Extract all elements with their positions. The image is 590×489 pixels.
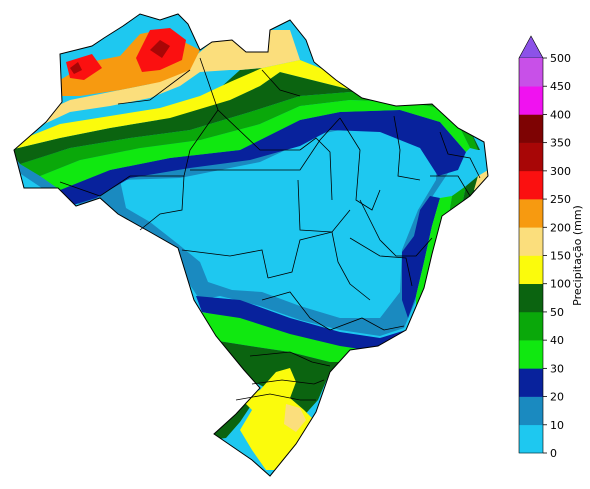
colorbar-bin-350-400 — [519, 114, 543, 143]
colorbar-title: Precipitação (mm) — [571, 205, 584, 306]
state-border-pa-ap — [261, 69, 301, 97]
colorbar-tick-label: 350 — [550, 137, 571, 150]
state-border-ba — [359, 199, 433, 257]
precip-zone-300-350-b — [70, 62, 82, 74]
state-border-ma-pi — [339, 117, 381, 211]
state-border-mt-ms — [181, 249, 269, 279]
state-border-am-ro — [130, 109, 219, 177]
state-border-mt-pa — [190, 117, 341, 171]
colorbar-bin-450-500 — [519, 58, 543, 87]
precip-zone-300-350 — [150, 40, 170, 58]
colorbar-bin-0-10 — [519, 424, 543, 454]
colorbar-tick-label: 150 — [550, 250, 571, 263]
colorbar-tick-label: 20 — [550, 391, 564, 404]
colorbar-tick-label: 100 — [550, 278, 571, 291]
precip-zone-20-30 — [60, 110, 466, 206]
precipitation-colorbar: 0 10 20 30 40 50 100 150 200 250 300 350 400 450 500 Pr… — [518, 35, 584, 460]
state-border-pi-ce — [393, 115, 421, 181]
state-border-ms-sp — [261, 291, 331, 331]
state-border-pa-to — [299, 137, 333, 201]
state-border-ms-go — [267, 231, 333, 279]
state-border-pr — [249, 351, 331, 367]
colorbar-bin-10-20 — [519, 396, 543, 426]
colorbar-tick-label: 50 — [550, 306, 564, 319]
colorbar-bin-20-30 — [519, 368, 543, 397]
colorbar-bin-200-250 — [519, 199, 543, 228]
colorbar-bin-30-40 — [519, 340, 543, 369]
precip-zone-20-30-south — [196, 296, 406, 352]
state-border-ro-mt — [139, 175, 185, 231]
colorbar-bin-150-200 — [519, 227, 543, 256]
precip-zone-100-150 — [14, 60, 400, 150]
colorbar-bin-50-100 — [519, 283, 543, 313]
colorbar-extend-arrow — [518, 35, 544, 59]
state-border-am-ac — [59, 175, 131, 197]
state-border-ne — [439, 131, 481, 179]
colorbar-tick-label: 0 — [550, 447, 557, 460]
colorbar-tick-label: 500 — [550, 52, 571, 65]
colorbar-tick-label: 10 — [550, 419, 564, 432]
state-border-am-pa — [199, 57, 300, 151]
colorbar-tick-label: 450 — [550, 80, 571, 93]
colorbar-bin-300-350 — [519, 142, 543, 172]
state-border-rs — [235, 393, 316, 401]
state-border-go-mg — [331, 231, 371, 301]
colorbar-tick-label: 300 — [550, 165, 571, 178]
colorbar-tick-label: 250 — [550, 193, 571, 206]
precip-zone-30-40-south — [200, 312, 380, 362]
precip-zone-30-40 — [40, 100, 470, 190]
precip-zone-150-200-south — [284, 404, 306, 432]
state-border-am-rr — [117, 69, 191, 105]
colorbar-tick-label: 40 — [550, 334, 564, 347]
brazil-map — [13, 13, 489, 477]
state-borders — [59, 57, 481, 401]
state-border-ba-mg — [349, 237, 413, 287]
colorbar-bin-400-450 — [519, 86, 543, 115]
state-border-mg-sp-rj — [329, 317, 405, 331]
colorbar-bin-250-300 — [519, 170, 543, 200]
colorbar-tick-label: 400 — [550, 108, 571, 121]
precip-zone-20-30-east — [402, 196, 440, 318]
colorbar-tick-label: 200 — [550, 221, 571, 234]
state-border-to-go — [297, 179, 351, 233]
colorbar-bin-100-150 — [519, 255, 543, 285]
state-border-sc — [251, 379, 325, 385]
precip-zone-50-100-south — [212, 340, 380, 420]
state-border-pe-al — [430, 175, 471, 197]
colorbar-bin-40-50 — [519, 311, 543, 341]
colorbar-tick-label: 30 — [550, 362, 564, 375]
